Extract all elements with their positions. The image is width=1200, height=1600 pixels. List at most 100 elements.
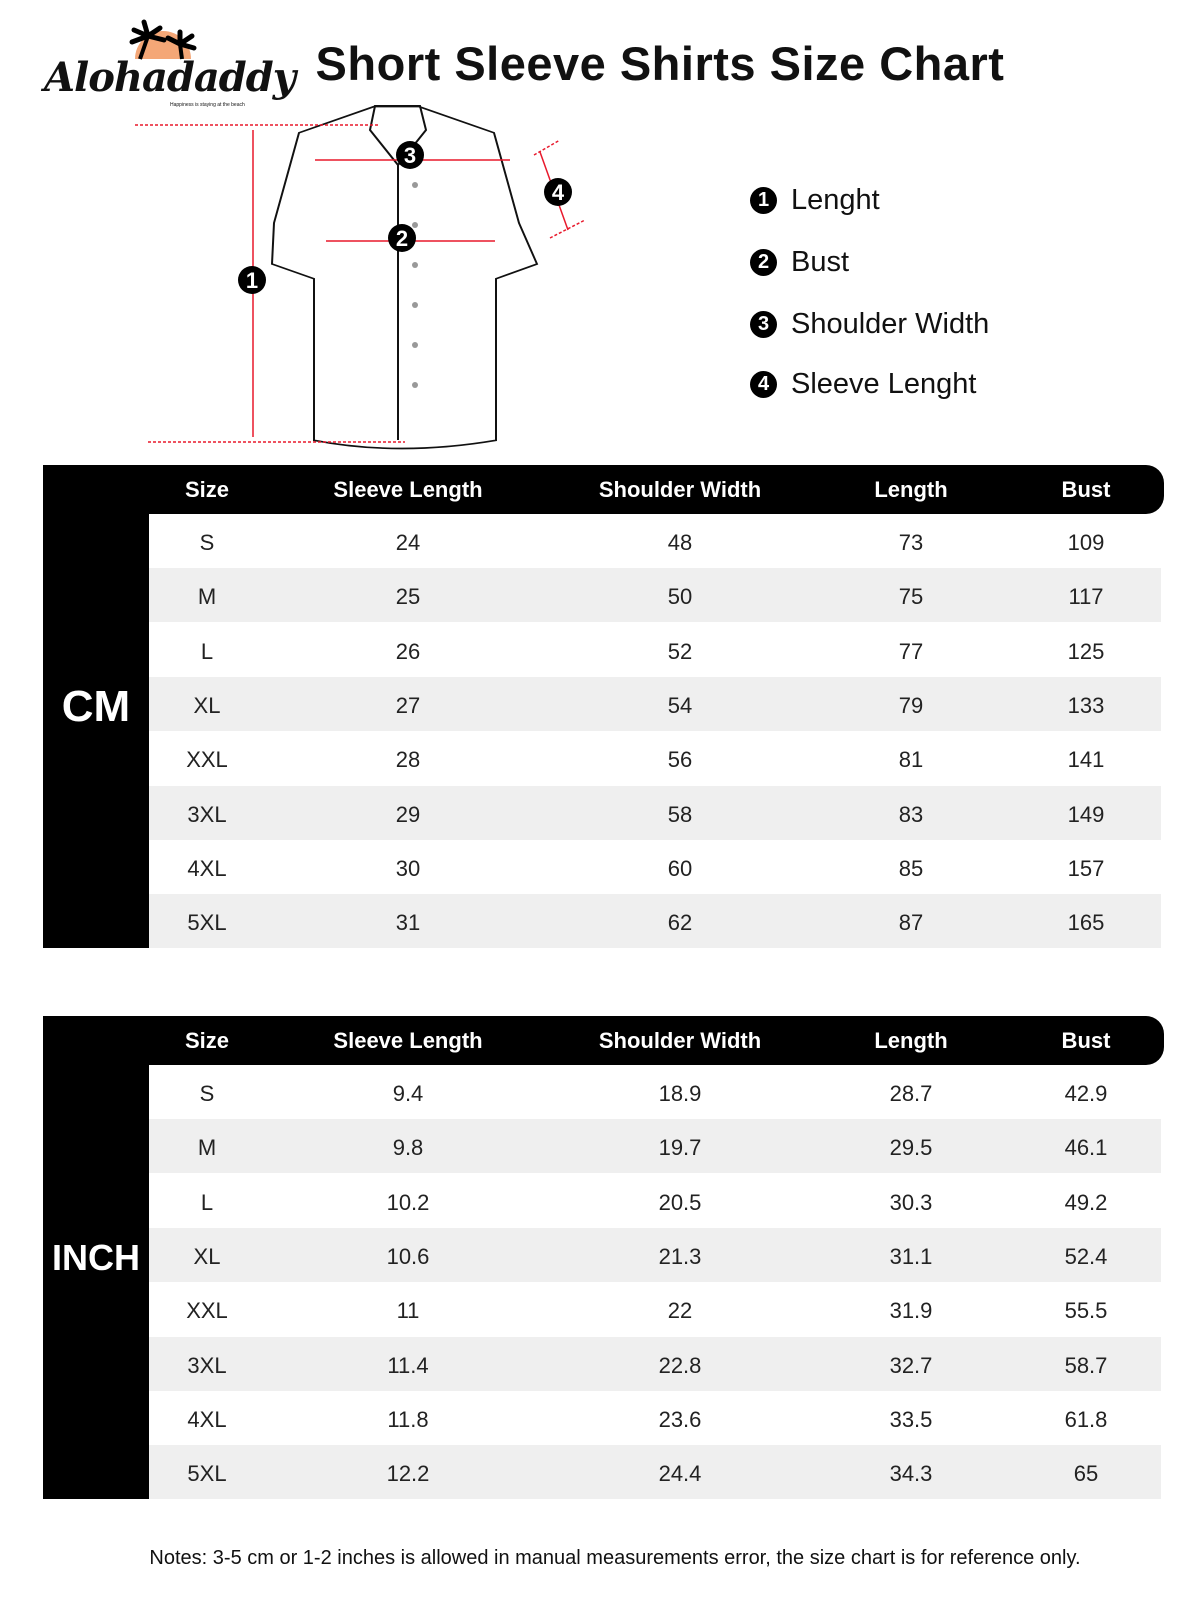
table-cell: S [199,1081,215,1106]
table-cell: 49.2 [1064,1189,1108,1215]
table-cell: XXL [186,747,228,773]
table-cell: 10.6 [386,1243,430,1269]
table-cell: 30.3 [889,1189,933,1215]
table-cell: 52 [667,638,693,664]
table-cell: 24 [395,530,421,555]
table-cell: 25 [395,584,421,610]
table-row: 5XL 31 62 87 165 [149,894,1161,949]
column-header: Sleeve Length [333,1028,483,1053]
palm-sun-icon [129,19,197,60]
table-cell: 27 [395,692,421,718]
number-2-icon: 2 [750,248,777,276]
table-row: M 25 50 75 117 [149,568,1161,623]
legend-item-shoulder: 3 Shoulder Width [750,308,989,340]
table-cell: 19.7 [658,1135,702,1161]
table-cell: 11.4 [387,1352,429,1378]
marker-2: 2 [388,224,416,252]
table-cell: 46.1 [1064,1135,1108,1161]
table-row: S 9.4 18.9 28.7 42.9 [149,1065,1161,1119]
table-cell: 11.8 [387,1406,429,1432]
table-cell: XL [193,692,221,718]
table-cell: 3XL [187,801,227,827]
table-cell: 28 [395,747,421,773]
marker-1: 1 [238,266,266,294]
table-cell: XL [193,1243,221,1269]
brand-tagline: Happiness is staying at the beach [170,102,245,108]
shirt-diagram: 1 2 3 4 [135,105,586,450]
table-cell: 23.6 [658,1406,702,1432]
table-cell: M [197,1135,217,1161]
table-cell: 5XL [187,910,227,936]
column-header: Length [874,1028,948,1053]
table-cell: 83 [898,801,924,827]
table-header [43,465,1164,514]
table-cell: 42.9 [1064,1081,1108,1106]
table-cell: 60 [667,855,693,881]
table-cell: 62 [667,910,693,936]
table-cell: 58.7 [1064,1352,1108,1378]
table-cell: 48 [667,530,693,555]
table-row: XL 27 54 79 133 [149,676,1161,731]
table-cell: M [197,584,217,610]
column-header: Bust [1061,477,1111,502]
column-header: Length [874,477,948,502]
column-header: Shoulder Width [598,477,762,502]
table-cell: 77 [898,638,924,664]
table-cell: 58 [667,801,693,827]
table-cell: 133 [1067,692,1105,718]
table-row: 5XL 12.2 24.4 34.3 65 [149,1445,1161,1500]
cm-size-table: CM Size Sleeve Length Shoulder Width Length B… [43,465,1164,949]
table-cell: 32.7 [889,1352,933,1378]
table-cell: 21.3 [658,1243,702,1269]
table-cell: 141 [1067,747,1105,773]
table-cell: 61.8 [1064,1406,1108,1432]
table-row: S 24 48 73 109 [149,514,1161,568]
table-cell: 10.2 [386,1189,430,1215]
table-cell: 29.5 [889,1135,933,1161]
marker-3: 3 [396,141,424,169]
table-cell: 79 [898,692,924,718]
table-cell: 56 [667,747,693,773]
table-cell: 31.1 [889,1243,933,1269]
table-cell: 33.5 [889,1406,933,1432]
table-cell: 3XL [187,1352,227,1378]
notes: Notes: 3-5 cm or 1-2 inches is allowed i… [149,1547,1081,1569]
table-row: XL 10.6 21.3 31.1 52.4 [149,1227,1161,1282]
table-row: L 10.2 20.5 30.3 49.2 [149,1174,1161,1228]
number-3-icon: 3 [750,310,777,338]
table-cell: 81 [898,747,924,773]
legend-item-bust: 2 Bust [750,246,989,278]
table-cell: 11 [396,1298,420,1324]
table-row: 3XL 11.4 22.8 32.7 58.7 [149,1336,1161,1391]
number-4-icon: 4 [750,370,777,398]
table-cell: 29 [395,801,421,827]
brand-logo: Alohadaddy Happiness is staying at the b… [40,14,296,114]
table-row: L 26 52 77 125 [149,623,1161,677]
page-title: Short Sleeve Shirts Size Chart [315,37,1005,90]
table-cell: 117 [1068,584,1104,610]
svg-text:2: 2 [396,226,408,251]
table-cell: 65 [1073,1461,1099,1487]
table-header [43,1016,1164,1065]
table-cell: S [199,530,215,555]
table-cell: 165 [1067,910,1105,936]
table-cell: 28.7 [889,1081,933,1106]
unit-label: INCH [43,1016,149,1500]
column-header: Shoulder Width [598,1028,762,1053]
column-header: Sleeve Length [333,477,483,502]
table-cell: 4XL [187,855,227,881]
table-cell: 125 [1067,638,1105,664]
column-header: Size [184,477,230,502]
table-cell: 52.4 [1064,1243,1108,1269]
column-header: Bust [1061,1028,1111,1053]
table-cell: 87 [898,910,924,936]
table-cell: 24.4 [658,1461,702,1487]
table-cell: L [200,638,214,664]
table-cell: 54 [667,692,693,718]
table-cell: 4XL [187,1406,227,1432]
table-cell: 12.2 [386,1461,430,1487]
table-cell: XXL [186,1298,228,1324]
table-cell: 26 [395,638,421,664]
table-row: XXL 28 56 81 141 [149,731,1161,785]
table-cell: L [200,1189,214,1215]
